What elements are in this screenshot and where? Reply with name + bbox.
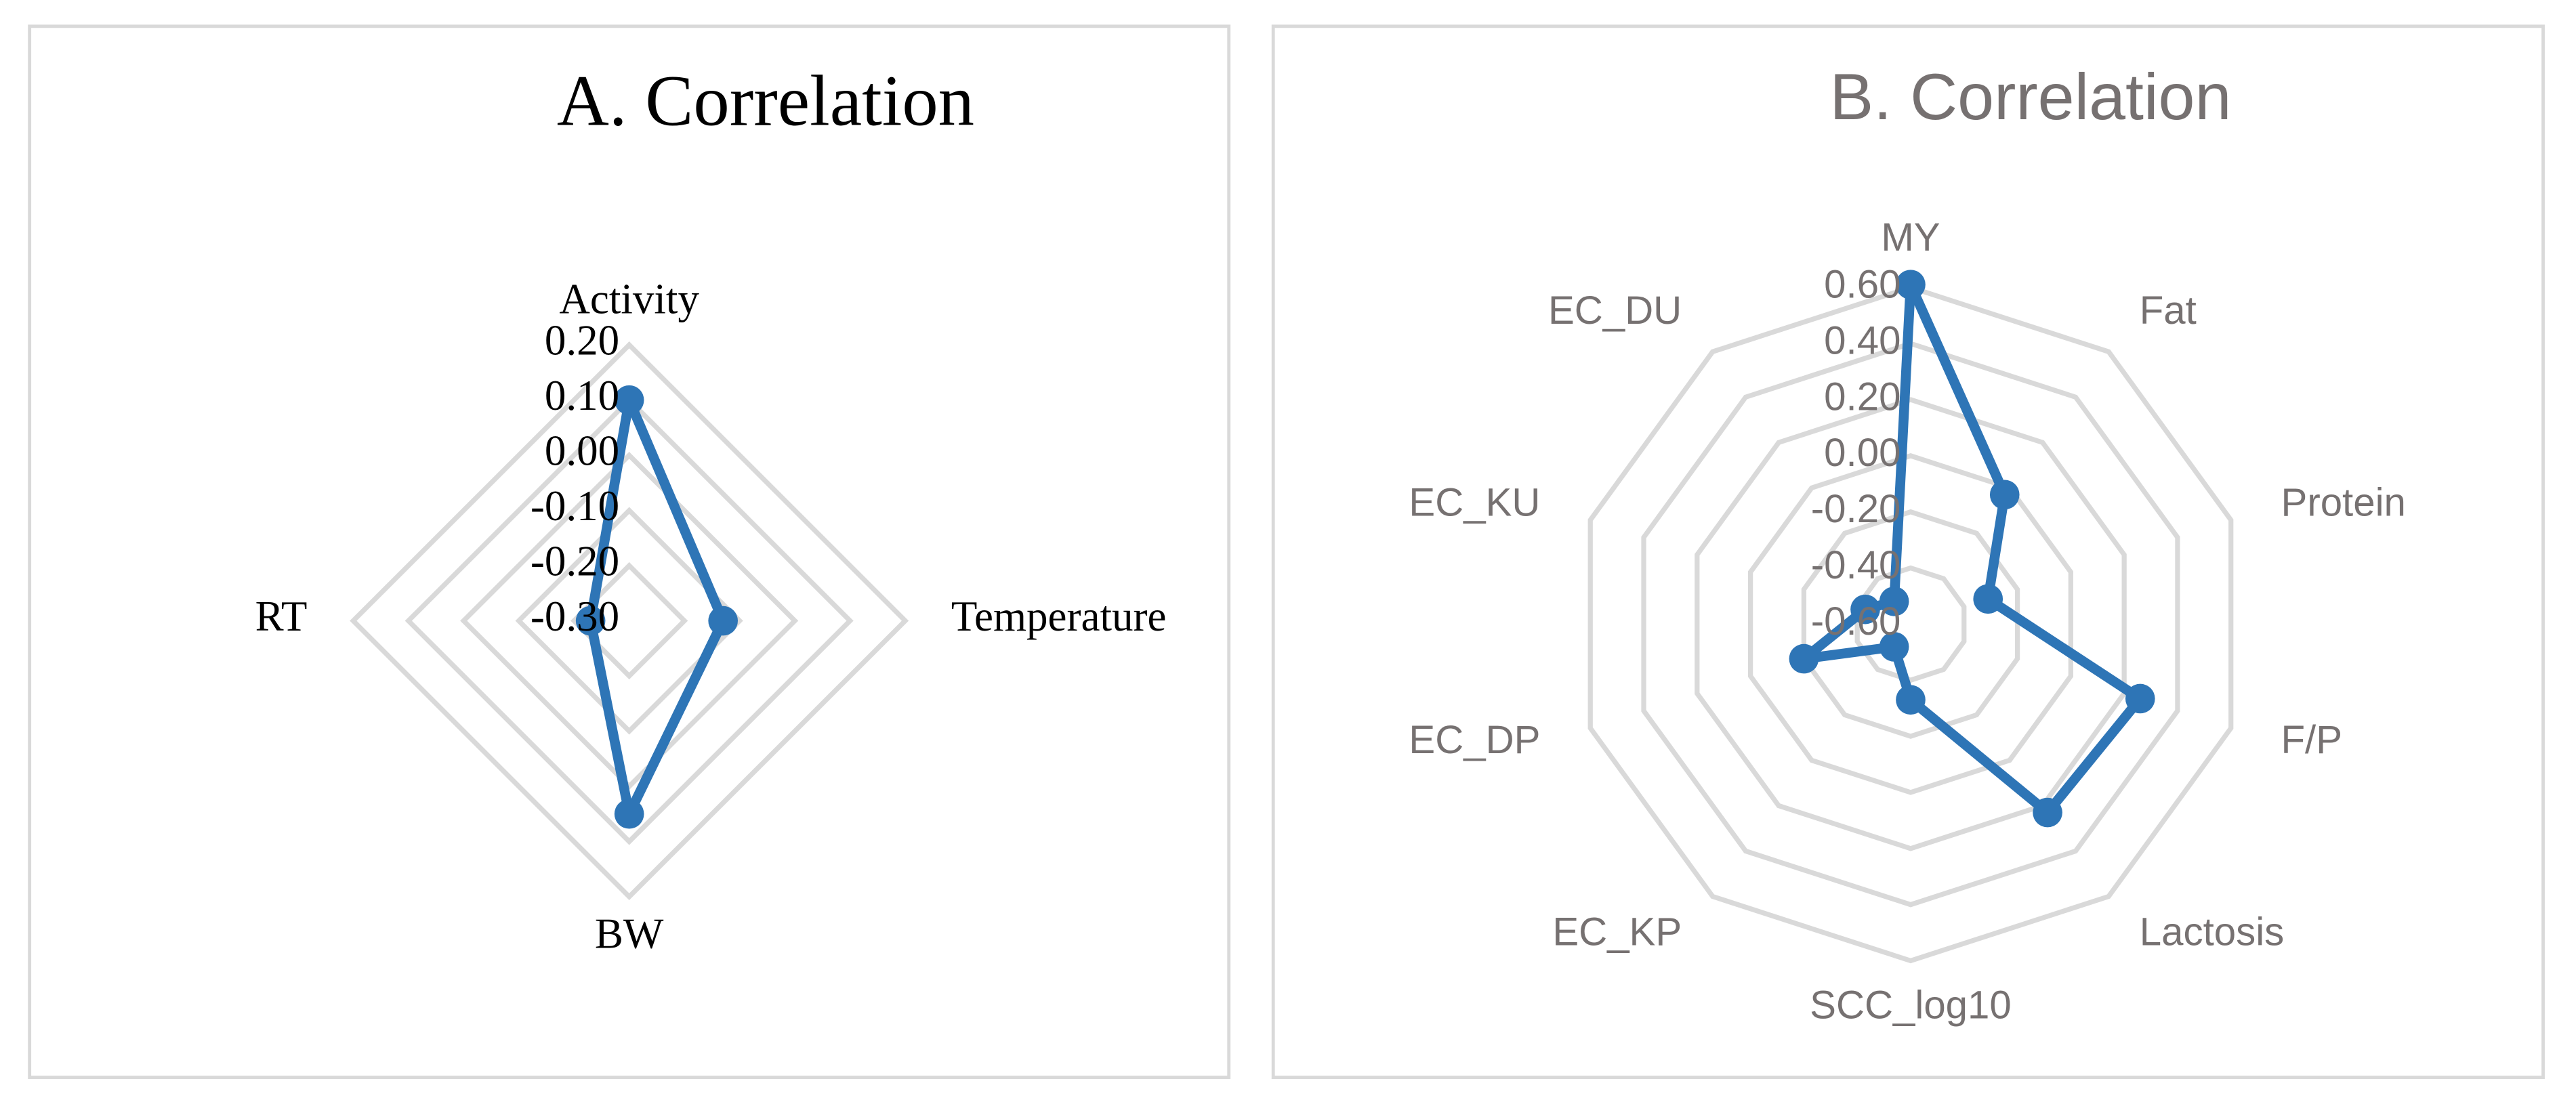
data-point <box>1896 270 1926 300</box>
grid-ring <box>404 396 854 845</box>
r-tick-label: -0.60 <box>1811 599 1901 643</box>
category-label: EC_KU <box>1409 481 1540 525</box>
r-tick-label: 0.00 <box>545 427 619 475</box>
r-tick-label: -0.40 <box>1811 543 1901 587</box>
panel-a: A. Correlation Activity Temperature BW RT -0.… <box>28 24 1231 1080</box>
data-point <box>2033 797 2062 828</box>
data-point <box>2125 683 2155 714</box>
panel-border <box>28 24 1231 1080</box>
category-label: Lactosis <box>2140 910 2284 954</box>
data-point <box>1896 685 1926 715</box>
category-label: EC_KP <box>1552 910 1682 954</box>
category-label: Fat <box>2140 289 2197 333</box>
r-tick-label: -0.30 <box>531 593 619 640</box>
data-point <box>614 385 644 415</box>
category-label: RT <box>255 593 308 640</box>
category-label: SCC_log10 <box>1810 983 2012 1027</box>
grid-ring <box>1801 509 2020 739</box>
r-tick-label: 0.00 <box>1824 431 1900 475</box>
data-point <box>1879 632 1909 662</box>
grid-ring <box>460 451 799 790</box>
data-point <box>1850 594 1880 624</box>
grid-ring <box>1695 397 2127 851</box>
category-label: Protein <box>2281 481 2406 525</box>
panel-border <box>1271 24 2545 1080</box>
category-label: Activity <box>559 276 699 323</box>
grid-ring <box>350 341 909 901</box>
r-tick-label: 0.60 <box>1824 263 1900 307</box>
category-label: Temperature <box>951 593 1167 640</box>
data-point <box>1789 643 1819 674</box>
data-point <box>614 799 644 829</box>
category-label: EC_DP <box>1409 718 1540 762</box>
data-point <box>1989 480 2020 510</box>
data-point <box>575 606 606 636</box>
grid-ring <box>1747 453 2073 795</box>
r-tick-label: -0.20 <box>1811 487 1901 531</box>
category-label: MY <box>1881 215 1940 259</box>
data-point <box>1973 584 2003 614</box>
chart-title: B. Correlation <box>1830 60 2232 133</box>
grid-ring <box>1641 341 2180 908</box>
r-tick-label: 0.20 <box>545 317 619 364</box>
data-point <box>708 606 739 636</box>
r-tick-label: 0.10 <box>545 372 619 419</box>
r-tick-label: -0.10 <box>531 482 619 530</box>
data-point <box>1879 587 1909 616</box>
category-label: F/P <box>2281 718 2343 762</box>
r-tick-label: 0.20 <box>1824 375 1900 419</box>
category-label: EC_DU <box>1548 289 1682 333</box>
grid-ring <box>1587 284 2234 964</box>
r-tick-label: 0.40 <box>1824 319 1900 363</box>
category-label: BW <box>595 910 664 957</box>
panel-b: B. Correlation MY Fat Protein F/P Lactosis SCC… <box>1271 24 2545 1080</box>
r-tick-label: -0.20 <box>531 538 619 585</box>
chart-title: A. Correlation <box>557 62 974 142</box>
